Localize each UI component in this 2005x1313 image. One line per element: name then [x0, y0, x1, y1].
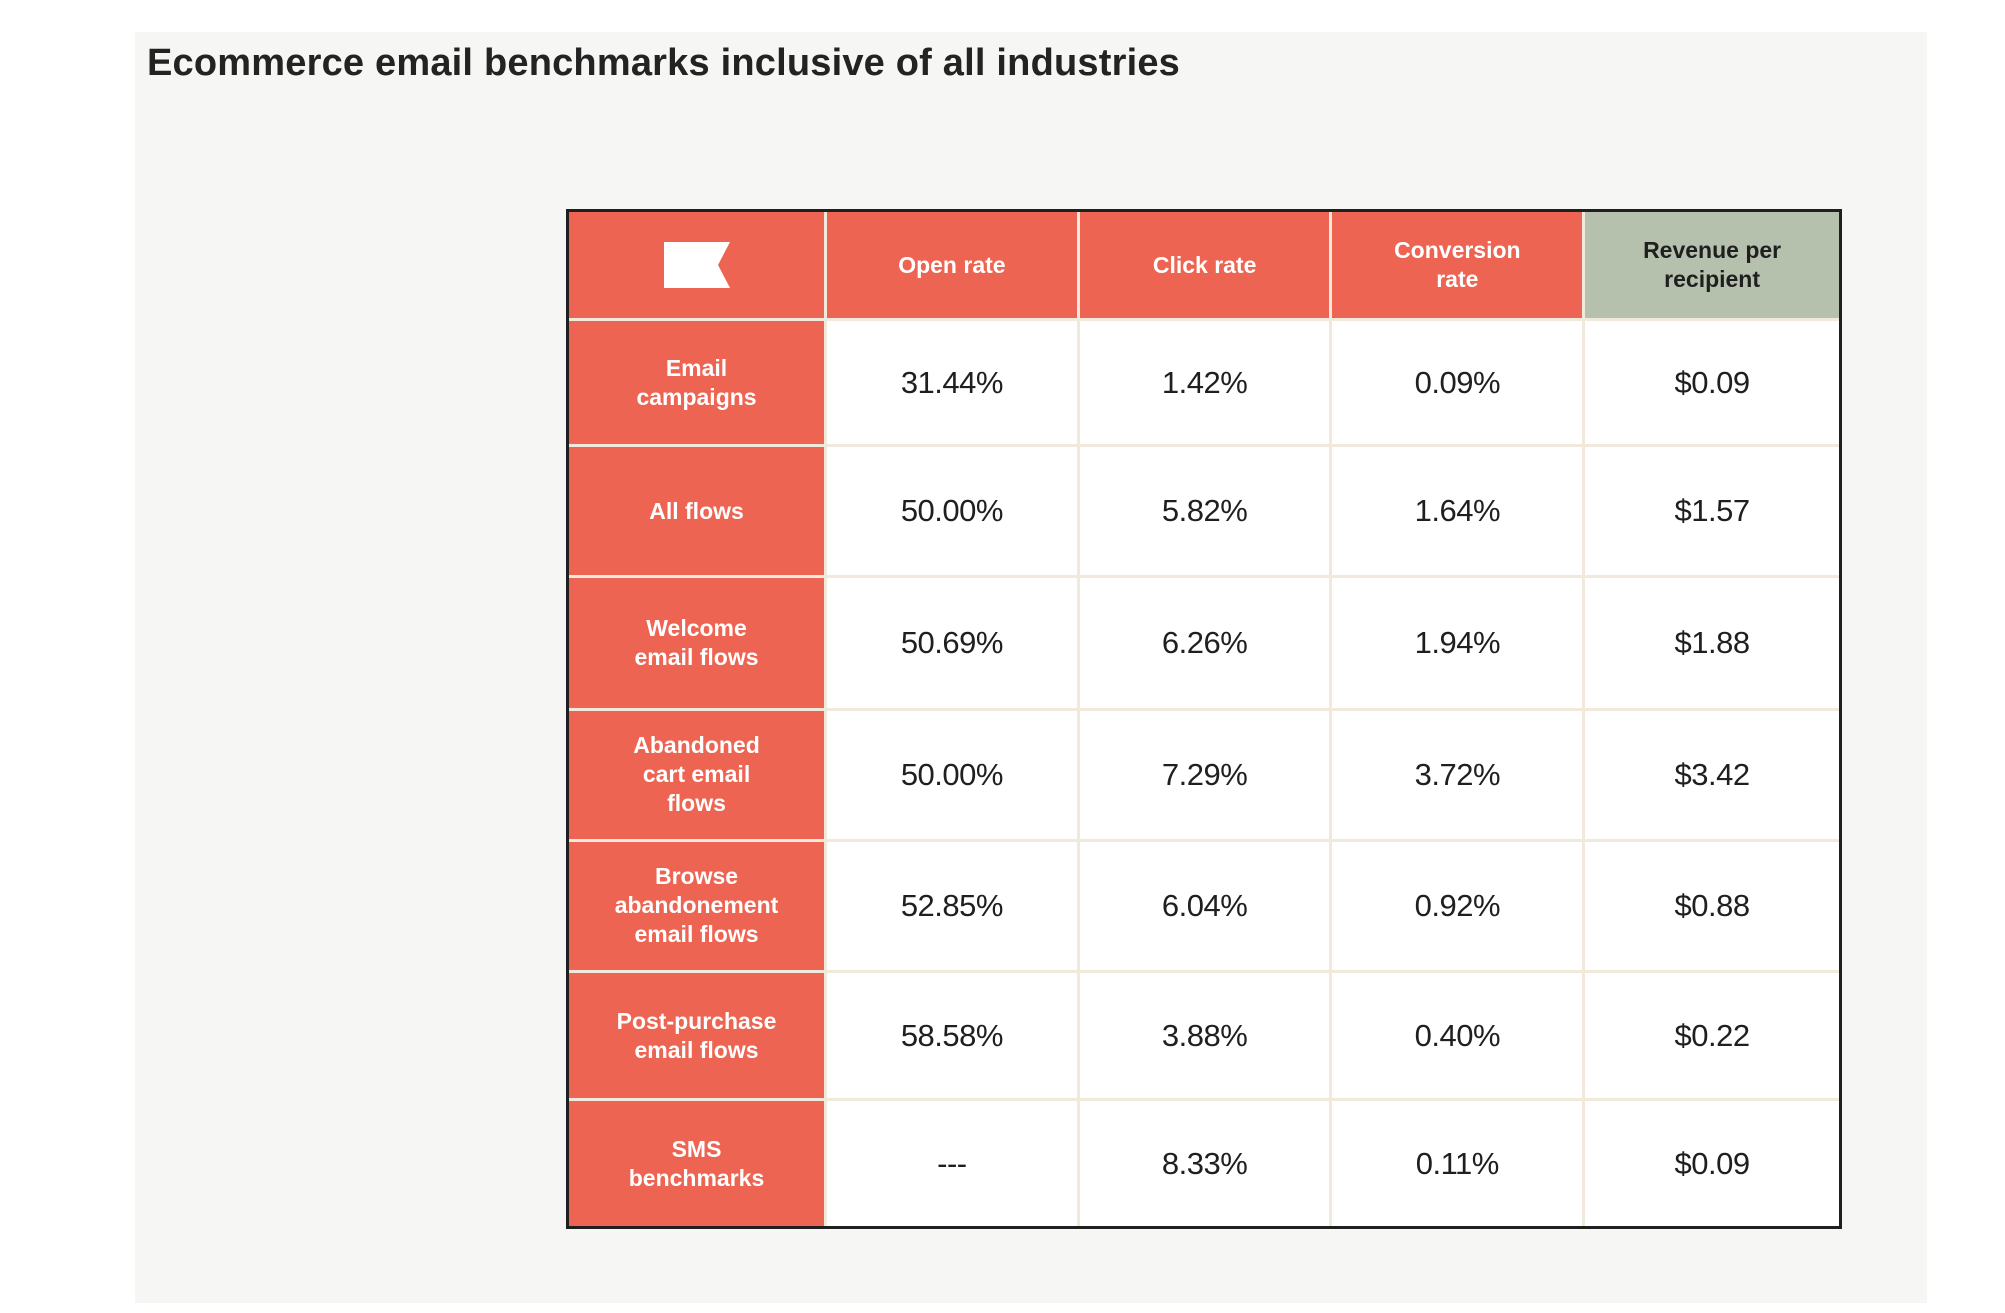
col-header-conversion-rate: Conversion rate: [1329, 212, 1586, 322]
table-cell: 7.29%: [1076, 708, 1333, 842]
row-label: Browse abandonement email flows: [569, 838, 828, 973]
table-cell: 1.42%: [1076, 318, 1333, 448]
benchmark-panel: Ecommerce email benchmarks inclusive of …: [135, 32, 1927, 1303]
table-cell: 50.00%: [824, 708, 1080, 842]
table-cell: 50.69%: [824, 574, 1080, 712]
table-cell: 58.58%: [824, 969, 1080, 1102]
table-row: Welcome email flows 50.69% 6.26% 1.94% $…: [569, 574, 1839, 712]
table-cell: ---: [824, 1098, 1080, 1226]
table-cell: $0.09: [1582, 1098, 1839, 1226]
table-cell: $1.57: [1582, 444, 1839, 578]
table-row: Email campaigns 31.44% 1.42% 0.09% $0.09: [569, 318, 1839, 448]
table-cell: 0.40%: [1329, 969, 1586, 1102]
table-cell: 1.64%: [1329, 444, 1586, 578]
table-cell: 5.82%: [1076, 444, 1333, 578]
table-row: SMS benchmarks --- 8.33% 0.11% $0.09: [569, 1098, 1839, 1226]
table-cell: $0.22: [1582, 969, 1839, 1102]
table-cell: 0.11%: [1329, 1098, 1586, 1226]
table-cell: 0.92%: [1329, 838, 1586, 973]
flag-logo-icon: [663, 242, 730, 289]
logo-cell: [569, 212, 828, 322]
table-cell: 3.72%: [1329, 708, 1586, 842]
table-cell: $3.42: [1582, 708, 1839, 842]
table-cell: 6.26%: [1076, 574, 1333, 712]
col-header-click-rate: Click rate: [1076, 212, 1333, 322]
row-label: SMS benchmarks: [569, 1098, 828, 1226]
row-label: Email campaigns: [569, 318, 828, 448]
table-cell: 6.04%: [1076, 838, 1333, 973]
benchmark-table-container: Open rate Click rate Conversion rate Rev…: [566, 209, 1842, 1229]
table-cell: $0.09: [1582, 318, 1839, 448]
table-cell: 8.33%: [1076, 1098, 1333, 1226]
chart-title: Ecommerce email benchmarks inclusive of …: [147, 42, 1180, 84]
row-label: Post-purchase email flows: [569, 969, 828, 1102]
table-row: All flows 50.00% 5.82% 1.64% $1.57: [569, 444, 1839, 578]
table-row: Post-purchase email flows 58.58% 3.88% 0…: [569, 969, 1839, 1102]
table-cell: 0.09%: [1329, 318, 1586, 448]
row-label: Abandoned cart email flows: [569, 708, 828, 842]
table-cell: 3.88%: [1076, 969, 1333, 1102]
table-row: Abandoned cart email flows 50.00% 7.29% …: [569, 708, 1839, 842]
table-cell: 1.94%: [1329, 574, 1586, 712]
col-header-open-rate: Open rate: [824, 212, 1080, 322]
table-row: Browse abandonement email flows 52.85% 6…: [569, 838, 1839, 973]
table-cell: 31.44%: [824, 318, 1080, 448]
row-label: All flows: [569, 444, 828, 578]
table-cell: 50.00%: [824, 444, 1080, 578]
table-cell: $1.88: [1582, 574, 1839, 712]
col-header-revenue-per-recipient: Revenue per recipient: [1582, 212, 1839, 322]
header-row: Open rate Click rate Conversion rate Rev…: [569, 212, 1839, 322]
table-cell: $0.88: [1582, 838, 1839, 973]
table-cell: 52.85%: [824, 838, 1080, 973]
row-label: Welcome email flows: [569, 574, 828, 712]
benchmark-table: Open rate Click rate Conversion rate Rev…: [569, 212, 1839, 1226]
